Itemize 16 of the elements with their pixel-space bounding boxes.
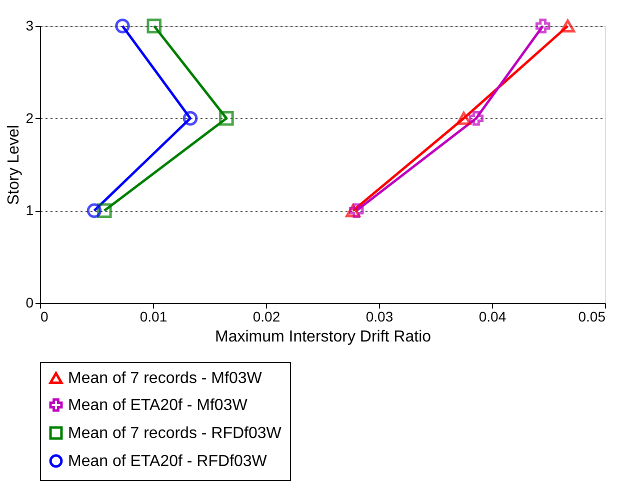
legend-label: Mean of 7 records - RFDf03W xyxy=(68,425,282,442)
x-tick-label: 0.02 xyxy=(252,308,280,324)
y-tick-label: 3 xyxy=(26,18,34,34)
y-tick-label: 0 xyxy=(26,294,34,310)
y-tick-label: 2 xyxy=(26,110,34,126)
x-tick-label: 0.03 xyxy=(366,308,394,324)
x-tick-label: 0 xyxy=(40,308,48,324)
legend-label: Mean of ETA20f - Mf03W xyxy=(68,397,248,414)
x-tick-label: 0.01 xyxy=(140,308,168,324)
x-tick-label: 0.04 xyxy=(478,308,506,324)
legend-label: Mean of ETA20f - RFDf03W xyxy=(68,453,268,470)
legend-label: Mean of 7 records - Mf03W xyxy=(68,370,263,387)
y-axis-title: Story Level xyxy=(6,124,23,206)
x-axis-title: Maximum Interstory Drift Ratio xyxy=(214,328,432,346)
x-tick-label: 0.05 xyxy=(578,308,606,324)
y-tick-label: 1 xyxy=(26,202,34,218)
